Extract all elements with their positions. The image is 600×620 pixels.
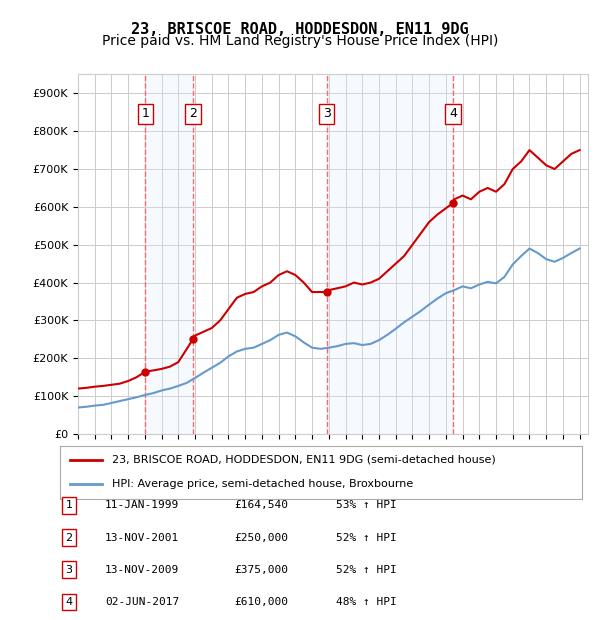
Text: 3: 3 (323, 107, 331, 120)
Text: 13-NOV-2001: 13-NOV-2001 (105, 533, 179, 542)
Text: 13-NOV-2009: 13-NOV-2009 (105, 565, 179, 575)
Text: 4: 4 (65, 597, 73, 607)
Text: 2: 2 (65, 533, 73, 542)
Text: 11-JAN-1999: 11-JAN-1999 (105, 500, 179, 510)
Text: 02-JUN-2017: 02-JUN-2017 (105, 597, 179, 607)
Text: 2: 2 (189, 107, 197, 120)
Text: 3: 3 (65, 565, 73, 575)
Text: £610,000: £610,000 (234, 597, 288, 607)
Text: Price paid vs. HM Land Registry's House Price Index (HPI): Price paid vs. HM Land Registry's House … (102, 34, 498, 48)
Text: 23, BRISCOE ROAD, HODDESDON, EN11 9DG (semi-detached house): 23, BRISCOE ROAD, HODDESDON, EN11 9DG (s… (112, 454, 496, 464)
Text: 1: 1 (142, 107, 149, 120)
Text: 1: 1 (65, 500, 73, 510)
Text: £164,540: £164,540 (234, 500, 288, 510)
Text: 4: 4 (449, 107, 457, 120)
Bar (326, 74, 453, 434)
Text: £250,000: £250,000 (234, 533, 288, 542)
Text: 53% ↑ HPI: 53% ↑ HPI (336, 500, 397, 510)
Bar (145, 74, 193, 434)
Text: £375,000: £375,000 (234, 565, 288, 575)
Text: 52% ↑ HPI: 52% ↑ HPI (336, 533, 397, 542)
Text: HPI: Average price, semi-detached house, Broxbourne: HPI: Average price, semi-detached house,… (112, 479, 413, 489)
Text: 23, BRISCOE ROAD, HODDESDON, EN11 9DG: 23, BRISCOE ROAD, HODDESDON, EN11 9DG (131, 22, 469, 37)
Text: 48% ↑ HPI: 48% ↑ HPI (336, 597, 397, 607)
Text: 52% ↑ HPI: 52% ↑ HPI (336, 565, 397, 575)
